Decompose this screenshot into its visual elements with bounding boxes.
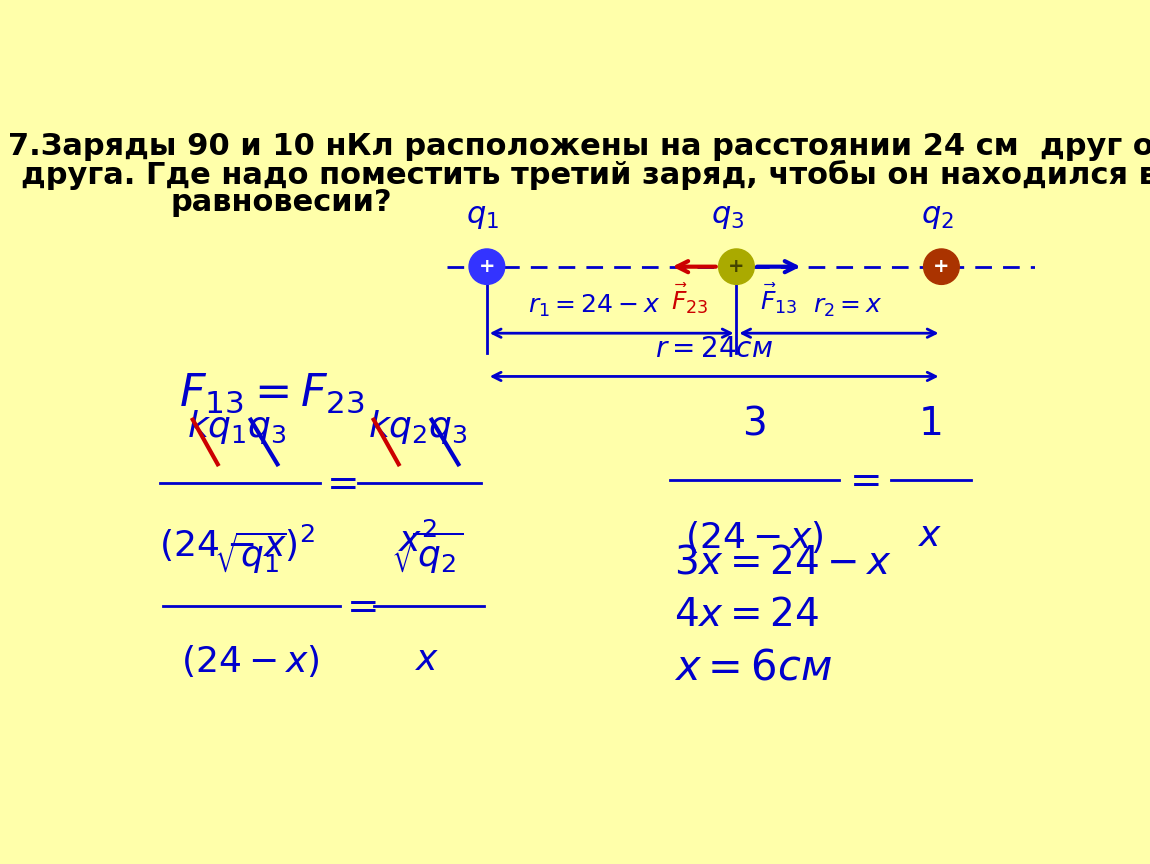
Text: $r_1 = 24 - x$: $r_1 = 24 - x$	[528, 292, 660, 319]
Text: $x$: $x$	[918, 519, 942, 554]
Text: $(24-x)$: $(24-x)$	[685, 519, 823, 556]
Text: $q_2$: $q_2$	[920, 202, 953, 232]
Text: $r = 24$см: $r = 24$см	[656, 335, 773, 363]
Text: $=$: $=$	[319, 464, 358, 502]
Text: $=$: $=$	[842, 461, 880, 499]
Text: $\sqrt{q_1}$: $\sqrt{q_1}$	[214, 530, 288, 576]
Text: 7.Заряды 90 и 10 нКл расположены на расстоянии 24 см  друг от: 7.Заряды 90 и 10 нКл расположены на расс…	[8, 132, 1150, 162]
Text: $\vec{F}_{13}$: $\vec{F}_{13}$	[760, 282, 798, 315]
Text: $x = 6$см: $x = 6$см	[674, 647, 833, 689]
Text: $q_3$: $q_3$	[711, 202, 744, 232]
Text: $x$: $x$	[415, 643, 439, 677]
Ellipse shape	[469, 249, 505, 284]
Text: равновесии?: равновесии?	[170, 187, 392, 217]
Text: $1$: $1$	[918, 405, 942, 443]
Text: $(24-x)$: $(24-x)$	[182, 643, 320, 678]
Text: $kq_1q_3$: $kq_1q_3$	[187, 409, 288, 447]
Text: $F_{13} = F_{23}$: $F_{13} = F_{23}$	[179, 372, 365, 415]
Text: $4x = 24$: $4x = 24$	[674, 595, 819, 633]
Text: +: +	[728, 257, 745, 276]
Ellipse shape	[719, 249, 754, 284]
Text: $\vec{F}_{23}$: $\vec{F}_{23}$	[672, 282, 708, 315]
Ellipse shape	[923, 249, 959, 284]
Text: $=$: $=$	[338, 587, 377, 625]
Text: $q_1$: $q_1$	[466, 202, 499, 232]
Text: $3$: $3$	[743, 405, 766, 443]
Text: +: +	[933, 257, 950, 276]
Text: $r_2 = x$: $r_2 = x$	[813, 295, 883, 319]
Text: +: +	[478, 257, 496, 276]
Text: $(24-x)^2$: $(24-x)^2$	[160, 523, 315, 564]
Text: $\sqrt{q_2}$: $\sqrt{q_2}$	[391, 530, 463, 576]
Text: $3x = 24 - x$: $3x = 24 - x$	[674, 543, 892, 581]
Text: друга. Где надо поместить третий заряд, чтобы он находился в: друга. Где надо поместить третий заряд, …	[21, 160, 1150, 190]
Text: $kq_2q_3$: $kq_2q_3$	[368, 409, 468, 447]
Text: $x^2$: $x^2$	[398, 523, 438, 559]
